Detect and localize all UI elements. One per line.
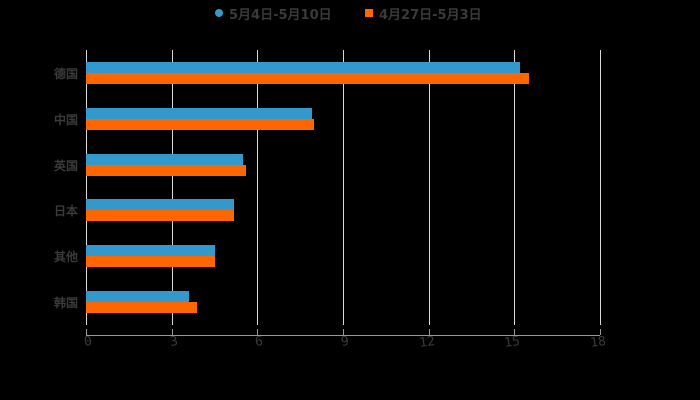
circle-marker-icon [215, 9, 223, 17]
bar-series-2[interactable] [86, 256, 215, 267]
bar-series-2[interactable] [86, 73, 529, 84]
bar-series-1[interactable] [86, 154, 243, 165]
x-axis-line [86, 335, 600, 336]
gridline [172, 50, 173, 325]
bar-series-1[interactable] [86, 199, 234, 210]
x-axis-tick [514, 329, 515, 335]
x-axis-tick [86, 329, 87, 335]
gridline [343, 50, 344, 325]
x-axis-tick [257, 329, 258, 335]
square-marker-icon [365, 9, 373, 17]
legend-label: 5月4日-5月10日 [229, 7, 332, 23]
x-axis-tick [343, 329, 344, 335]
x-axis-tick-label: 18 [589, 333, 607, 352]
bar-series-2[interactable] [86, 302, 197, 313]
legend-label: 4月27日-5月3日 [379, 7, 482, 23]
x-axis-tick-label: 9 [340, 333, 350, 350]
x-axis-tick-label: 3 [169, 333, 179, 350]
bar-series-2[interactable] [86, 165, 246, 176]
gridline [429, 50, 430, 325]
chart-legend: 5月4日-5月10日 4月27日-5月3日 [0, 4, 700, 23]
gridline [514, 50, 515, 325]
x-axis-tick-label: 0 [83, 333, 93, 350]
bar-series-1[interactable] [86, 62, 520, 73]
legend-item-series-1[interactable]: 5月4日-5月10日 [215, 4, 332, 23]
y-axis-category-label: 日本 [53, 204, 78, 219]
x-axis-tick [429, 329, 430, 335]
x-axis-tick [172, 329, 173, 335]
legend-item-series-2[interactable]: 4月27日-5月3日 [365, 4, 482, 23]
x-axis-tick [600, 329, 601, 335]
y-axis-category-label: 其他 [53, 250, 78, 265]
y-axis-category-label: 中国 [53, 112, 78, 127]
bar-series-1[interactable] [86, 108, 312, 119]
y-axis-category-label: 德国 [53, 67, 78, 81]
x-axis-tick-label: 15 [503, 333, 521, 352]
gridline [86, 50, 87, 325]
bar-series-1[interactable] [86, 291, 189, 302]
y-axis-category-label: 韩国 [53, 296, 78, 310]
y-axis-category-label: 英国 [53, 158, 78, 173]
bar-series-2[interactable] [86, 119, 314, 130]
x-axis-tick-label: 6 [254, 333, 264, 350]
x-axis-tick-label: 12 [418, 333, 436, 352]
gridline [600, 50, 601, 325]
gridline [257, 50, 258, 325]
bar-series-2[interactable] [86, 210, 234, 221]
bar-series-1[interactable] [86, 245, 215, 256]
